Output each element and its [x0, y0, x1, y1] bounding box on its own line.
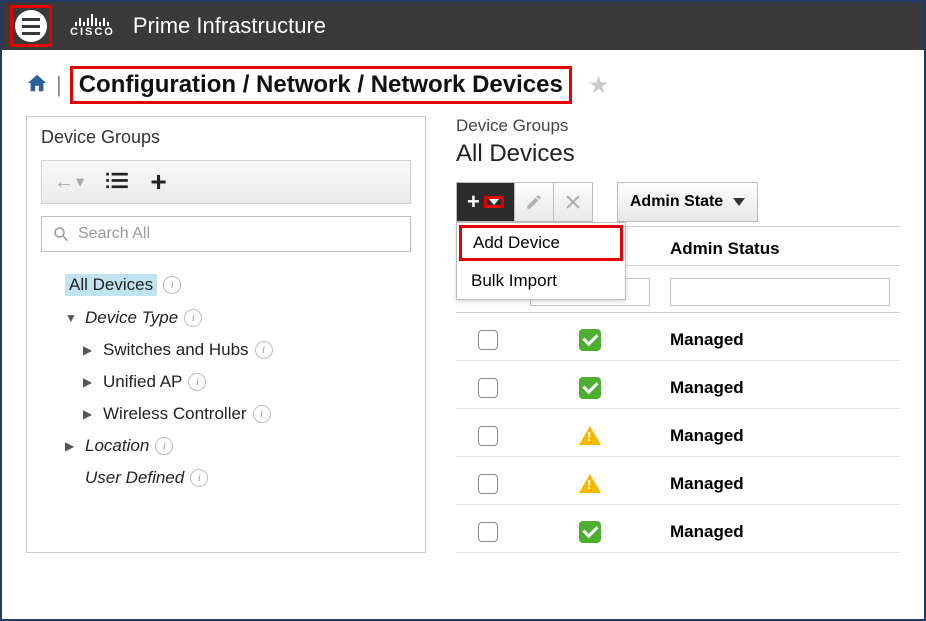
admin-status-cell: Managed: [660, 462, 900, 500]
filter-admin-status[interactable]: [670, 278, 890, 306]
add-button[interactable]: +: [457, 183, 515, 221]
admin-status-cell: Managed: [660, 414, 900, 452]
tree-unified-ap[interactable]: ▶ Unified AP i: [47, 366, 411, 398]
back-button[interactable]: ← ▾: [54, 171, 84, 194]
table-row[interactable]: Managed: [456, 409, 900, 457]
row-checkbox[interactable]: [478, 522, 498, 542]
admin-status-cell: Managed: [660, 366, 900, 404]
admin-state-label: Admin State: [630, 193, 723, 211]
info-icon[interactable]: i: [253, 405, 271, 423]
separator: |: [56, 72, 62, 98]
row-checkbox[interactable]: [478, 474, 498, 494]
chevron-down-icon: [733, 198, 745, 206]
admin-state-dropdown[interactable]: Admin State: [617, 182, 758, 222]
action-button-group: +: [456, 182, 593, 222]
admin-status-cell: Managed: [660, 318, 900, 356]
search-icon: [52, 225, 70, 243]
add-dropdown-highlight: [484, 196, 504, 208]
list-view-icon[interactable]: [106, 171, 128, 194]
breadcrumb: Configuration / Network / Network Device…: [79, 71, 563, 98]
menu-bulk-import[interactable]: Bulk Import: [457, 263, 625, 299]
device-tree: All Devices i ▼ Device Type i ▶ Switches…: [41, 268, 411, 494]
devices-panel: Device Groups All Devices + Admin State: [456, 116, 900, 553]
topbar: CISCO Prime Infrastructure: [2, 2, 924, 50]
row-checkbox[interactable]: [478, 330, 498, 350]
col-admin-status[interactable]: Admin Status: [660, 227, 900, 265]
section-title: All Devices: [456, 140, 900, 168]
search-box[interactable]: [41, 216, 411, 252]
left-toolbar: ← ▾ +: [41, 160, 411, 204]
table-row[interactable]: Managed: [456, 505, 900, 553]
info-icon[interactable]: i: [255, 341, 273, 359]
plus-icon: +: [467, 189, 480, 215]
device-groups-panel: Device Groups ← ▾ + All Devices i ▼ Devi…: [26, 116, 426, 553]
info-icon[interactable]: i: [190, 469, 208, 487]
menu-add-device[interactable]: Add Device: [459, 225, 623, 261]
cisco-logo: CISCO: [70, 14, 115, 38]
home-icon[interactable]: [26, 72, 48, 99]
breadcrumb-highlight: Configuration / Network / Network Device…: [70, 66, 572, 104]
status-ok-icon: [579, 329, 601, 351]
table-row[interactable]: Managed: [456, 361, 900, 409]
right-crumb: Device Groups: [456, 116, 900, 136]
add-group-button[interactable]: +: [150, 168, 166, 196]
breadcrumb-row: | Configuration / Network / Network Devi…: [2, 50, 924, 116]
admin-status-cell: Managed: [660, 510, 900, 548]
hamburger-highlight: [10, 5, 52, 47]
info-icon[interactable]: i: [184, 309, 202, 327]
info-icon[interactable]: i: [188, 373, 206, 391]
row-checkbox[interactable]: [478, 426, 498, 446]
tree-switches[interactable]: ▶ Switches and Hubs i: [47, 334, 411, 366]
favorite-star-icon[interactable]: ★: [588, 71, 610, 100]
pencil-icon: [525, 193, 543, 211]
close-icon: [564, 193, 582, 211]
table-row[interactable]: Managed: [456, 313, 900, 361]
edit-button[interactable]: [515, 183, 554, 221]
add-dropdown-menu: Add Device Bulk Import: [456, 222, 626, 300]
tree-location[interactable]: ▶ Location i: [47, 430, 411, 462]
status-ok-icon: [579, 377, 601, 399]
status-warning-icon: [579, 426, 601, 445]
delete-button[interactable]: [554, 183, 592, 221]
right-toolbar: + Admin State Add Device Bulk Import: [456, 182, 900, 222]
tree-wireless[interactable]: ▶ Wireless Controller i: [47, 398, 411, 430]
app-title: Prime Infrastructure: [133, 13, 326, 39]
row-checkbox[interactable]: [478, 378, 498, 398]
info-icon[interactable]: i: [155, 437, 173, 455]
info-icon[interactable]: i: [163, 276, 181, 294]
status-ok-icon: [579, 521, 601, 543]
grid-body: Managed Managed Managed Managed Managed: [456, 313, 900, 553]
chevron-down-icon: [489, 199, 499, 205]
table-row[interactable]: Managed: [456, 457, 900, 505]
tree-user-defined[interactable]: User Defined i: [47, 462, 411, 494]
tree-all-devices[interactable]: All Devices i: [47, 268, 411, 302]
tree-device-type[interactable]: ▼ Device Type i: [47, 302, 411, 334]
panel-title: Device Groups: [41, 127, 411, 148]
status-warning-icon: [579, 474, 601, 493]
search-input[interactable]: [78, 225, 400, 243]
hamburger-menu-button[interactable]: [15, 10, 47, 42]
